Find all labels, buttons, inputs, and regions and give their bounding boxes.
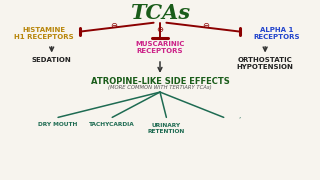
Text: ⊖: ⊖ [110,21,117,30]
Text: MUSCARINIC
RECEPTORS: MUSCARINIC RECEPTORS [135,41,185,54]
Text: (MORE COMMON WITH TERTIARY TCAs): (MORE COMMON WITH TERTIARY TCAs) [108,85,212,90]
Text: ORTHOSTATIC
HYPOTENSION: ORTHOSTATIC HYPOTENSION [237,57,293,70]
Text: TCAs: TCAs [130,3,190,23]
Text: TACHYCARDIA: TACHYCARDIA [89,122,135,127]
Text: ⊖: ⊖ [156,25,164,34]
Text: ’: ’ [239,116,241,122]
Text: SEDATION: SEDATION [32,57,72,63]
Text: HISTAMINE
H1 RECEPTORS: HISTAMINE H1 RECEPTORS [14,27,74,40]
Text: ALPHA 1
RECEPTORS: ALPHA 1 RECEPTORS [253,27,300,40]
Text: ATROPINE-LIKE SIDE EFFECTS: ATROPINE-LIKE SIDE EFFECTS [91,77,229,86]
Text: ⊖: ⊖ [203,21,210,30]
Text: URINARY
RETENTION: URINARY RETENTION [148,123,185,134]
Text: DRY MOUTH: DRY MOUTH [38,122,78,127]
